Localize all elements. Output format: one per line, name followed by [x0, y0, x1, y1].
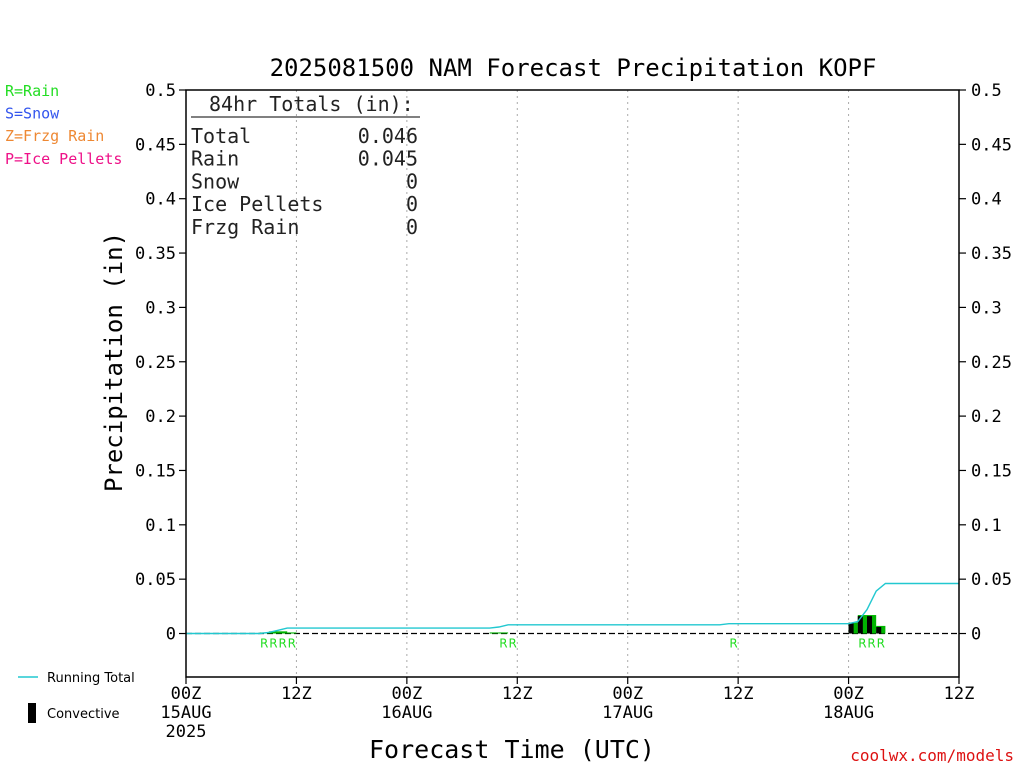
- x-tick-label: 00Z: [171, 684, 202, 704]
- ptype-legend-item: R=Rain: [5, 82, 59, 100]
- totals-row-label: Total: [191, 124, 251, 148]
- rain-bar: [287, 632, 297, 634]
- x-tick-label: 12Z: [281, 684, 312, 704]
- x-tick-label: 16AUG: [381, 703, 432, 723]
- x-axis-label: Forecast Time (UTC): [369, 735, 655, 764]
- totals-row-label: Frzg Rain: [191, 215, 299, 239]
- y-tick-label: 0: [971, 625, 981, 645]
- y-axis-label: Precipitation (in): [100, 232, 128, 492]
- ptype-marker: R: [509, 637, 517, 651]
- rain-bar: [489, 632, 499, 634]
- y-tick-label: 0.45: [135, 135, 176, 155]
- y-tick-label: 0.2: [971, 407, 1002, 427]
- convective-bar: [876, 626, 882, 634]
- totals-row-label: Snow: [191, 169, 240, 193]
- y-tick-label: 0.1: [145, 516, 176, 536]
- y-tick-label: 0.05: [135, 570, 176, 590]
- ptype-legend-item: S=Snow: [5, 105, 60, 123]
- x-tick-label: 18AUG: [823, 703, 874, 723]
- y-tick-label: 0.1: [971, 516, 1002, 536]
- ptype-marker: R: [729, 637, 737, 651]
- grid-lines: [295, 90, 850, 677]
- y-tick-label: 0.5: [145, 81, 176, 101]
- ptype-legend-item: P=Ice Pellets: [5, 150, 122, 168]
- x-tick-label: 00Z: [833, 684, 864, 704]
- convective-bar: [848, 622, 854, 634]
- ptype-marker: R: [269, 637, 277, 651]
- totals-heading: 84hr Totals (in):: [209, 92, 414, 116]
- precip-bars: [259, 615, 886, 634]
- running-total-line-group: [186, 582, 959, 635]
- totals-row-label: Rain: [191, 147, 239, 171]
- rain-bar: [498, 632, 509, 634]
- y-tick-label: 0.05: [971, 570, 1012, 590]
- ptype-marker: R: [278, 637, 286, 651]
- totals-row-value: 0: [406, 215, 418, 239]
- y-tick-label: 0.35: [135, 244, 176, 264]
- convective-bar: [866, 616, 873, 634]
- x-tick-label: 00Z: [612, 684, 643, 704]
- x-tick-label: 00Z: [391, 684, 422, 704]
- credit-text: coolwx.com/models: [850, 746, 1014, 765]
- ptype-legend: R=Rain S=Snow Z=Frzg Rain P=Ice Pellets: [5, 82, 122, 168]
- rain-bar: [278, 631, 288, 634]
- ptype-marker: R: [867, 637, 875, 651]
- totals-row-value: 0.046: [358, 124, 418, 148]
- ptype-legend-item: Z=Frzg Rain: [5, 127, 104, 145]
- y-axis-right: 0 0.05 0.1 0.15 0.2 0.25 0.3 0.35 0.4 0.45 0.5: [959, 81, 1012, 645]
- y-tick-label: 0.25: [135, 353, 176, 373]
- y-axis-left: 0 0.05 0.1 0.15 0.2 0.25 0.3 0.35 0.4 0.45 0.5: [135, 81, 186, 645]
- totals-rows: Total 0.046 Rain 0.045 Snow 0 Ice Pellets 0 Frzg…: [191, 124, 418, 239]
- y-tick-label: 0.45: [971, 135, 1012, 155]
- totals-row-label: Ice Pellets: [191, 192, 323, 216]
- x-tick-label: 12Z: [723, 684, 754, 704]
- y-tick-label: 0.4: [971, 190, 1002, 210]
- y-tick-label: 0.15: [971, 461, 1012, 481]
- x-tick-label: 15AUG: [160, 703, 211, 723]
- y-tick-label: 0.35: [971, 244, 1012, 264]
- y-tick-label: 0.4: [145, 190, 176, 210]
- y-tick-label: 0.5: [971, 81, 1002, 101]
- ptype-marker: R: [499, 637, 507, 651]
- y-tick-label: 0.15: [135, 461, 176, 481]
- ptype-marker: R: [877, 637, 885, 651]
- totals-row-value: 0.045: [358, 147, 418, 171]
- running-total-line: [186, 582, 959, 635]
- convective-swatch: [28, 703, 36, 723]
- ptype-marker: R: [288, 637, 296, 651]
- y-tick-label: 0.25: [971, 353, 1012, 373]
- x-tick-label: 17AUG: [602, 703, 653, 723]
- x-tick-label: 12Z: [502, 684, 533, 704]
- running-total-legend-label: Running Total: [47, 671, 135, 686]
- ptype-marker: R: [260, 637, 268, 651]
- rain-bar: [268, 631, 279, 634]
- x-tick-label: 2025: [166, 722, 207, 742]
- totals-row-value: 0: [406, 192, 418, 216]
- ptype-marker: R: [858, 637, 866, 651]
- chart-title: 2025081500 NAM Forecast Precipitation KO…: [270, 54, 877, 82]
- convective-legend-label: Convective: [47, 707, 120, 722]
- x-tick-label: 12Z: [944, 684, 975, 704]
- y-tick-label: 0.3: [971, 298, 1002, 318]
- y-tick-label: 0.3: [145, 298, 176, 318]
- totals-row-value: 0: [406, 169, 418, 193]
- totals-box: 84hr Totals (in): Total 0.046 Rain 0.045 Sno…: [191, 92, 420, 239]
- series-legend: Running Total Convective: [18, 671, 135, 723]
- y-tick-label: 0: [166, 625, 176, 645]
- convective-bar: [857, 616, 863, 634]
- y-tick-label: 0.2: [145, 407, 176, 427]
- plot-frame: [185, 89, 960, 678]
